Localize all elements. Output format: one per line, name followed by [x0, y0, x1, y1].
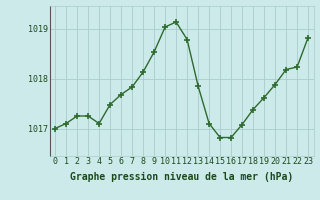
- X-axis label: Graphe pression niveau de la mer (hPa): Graphe pression niveau de la mer (hPa): [70, 172, 293, 182]
